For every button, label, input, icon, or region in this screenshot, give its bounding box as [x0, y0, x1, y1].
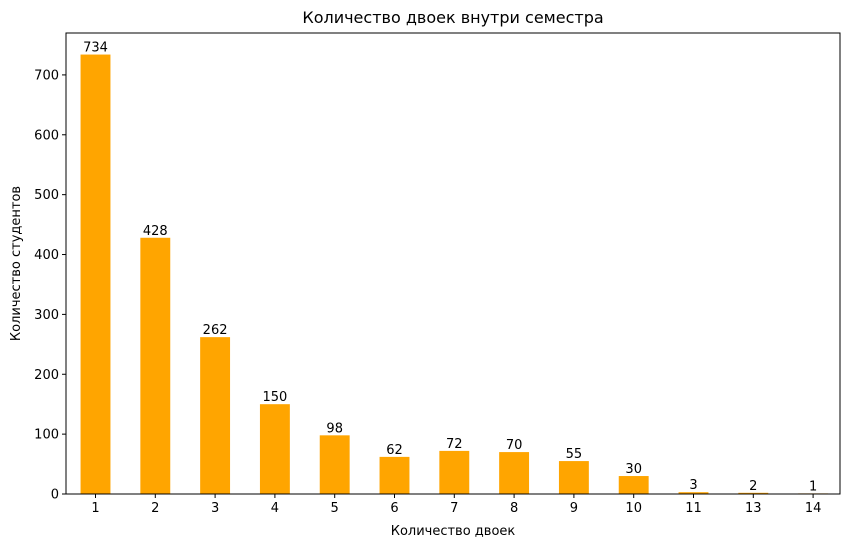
- x-tick-label-3: 3: [211, 501, 219, 516]
- bar-1: [80, 54, 111, 495]
- x-tick-label-6: 6: [390, 501, 398, 516]
- x-tick-label-11: 11: [685, 501, 702, 516]
- bar-6: [379, 456, 410, 494]
- y-axis-ticks: 0 100 200 300 400 500 600 700: [34, 68, 66, 503]
- data-label-1: 734: [83, 41, 108, 56]
- bar-2: [140, 237, 171, 494]
- x-tick-label-10: 10: [625, 501, 642, 516]
- plot-frame: [65, 32, 841, 495]
- y-tick-label-200: 200: [34, 368, 59, 383]
- data-label-10: 30: [625, 462, 642, 477]
- bar-11: [678, 492, 709, 494]
- x-tick-label-5: 5: [331, 501, 339, 516]
- bar-8: [499, 452, 530, 494]
- data-label-9: 55: [566, 447, 583, 462]
- x-tick-label-8: 8: [510, 501, 518, 516]
- data-label-5: 98: [326, 421, 343, 436]
- x-axis-label: Количество двоек: [391, 524, 516, 539]
- bar-5: [319, 435, 350, 494]
- bar-10: [618, 476, 649, 494]
- data-label-11: 3: [689, 478, 697, 493]
- x-tick-label-1: 1: [91, 501, 99, 516]
- y-tick-label-600: 600: [34, 128, 59, 143]
- data-label-2: 428: [143, 224, 168, 239]
- y-tick-label-500: 500: [34, 188, 59, 203]
- data-label-8: 70: [506, 438, 523, 453]
- chart-title: Количество двоек внутри семестра: [302, 8, 603, 27]
- y-tick-label-300: 300: [34, 308, 59, 323]
- y-tick-label-700: 700: [34, 68, 59, 83]
- x-tick-label-9: 9: [570, 501, 578, 516]
- bars-layer: [80, 54, 829, 495]
- bar-4: [259, 404, 290, 494]
- x-tick-label-14: 14: [805, 501, 822, 516]
- y-tick-label-100: 100: [34, 428, 59, 443]
- data-label-7: 72: [446, 437, 463, 452]
- bar-3: [200, 337, 231, 494]
- data-label-3: 262: [203, 323, 228, 338]
- x-tick-label-2: 2: [151, 501, 159, 516]
- x-axis-ticks: 1 2 3 4 5 6 7 8 9 10 11 13 14: [91, 494, 821, 516]
- bar-7: [439, 450, 470, 494]
- data-label-6: 62: [386, 443, 403, 458]
- x-tick-label-4: 4: [271, 501, 279, 516]
- data-label-13: 2: [749, 479, 757, 494]
- data-label-4: 150: [262, 390, 287, 405]
- bar-labels-layer: 734 428 262 150 98 62 72 70 55 30 3 2 1: [83, 41, 817, 495]
- bar-13: [738, 492, 769, 494]
- x-tick-label-7: 7: [450, 501, 458, 516]
- bar-9: [558, 461, 589, 494]
- y-tick-label-0: 0: [51, 488, 59, 503]
- data-label-14: 1: [809, 479, 817, 494]
- y-axis-label: Количество студентов: [9, 186, 24, 341]
- y-tick-label-400: 400: [34, 248, 59, 263]
- x-tick-label-13: 13: [745, 501, 762, 516]
